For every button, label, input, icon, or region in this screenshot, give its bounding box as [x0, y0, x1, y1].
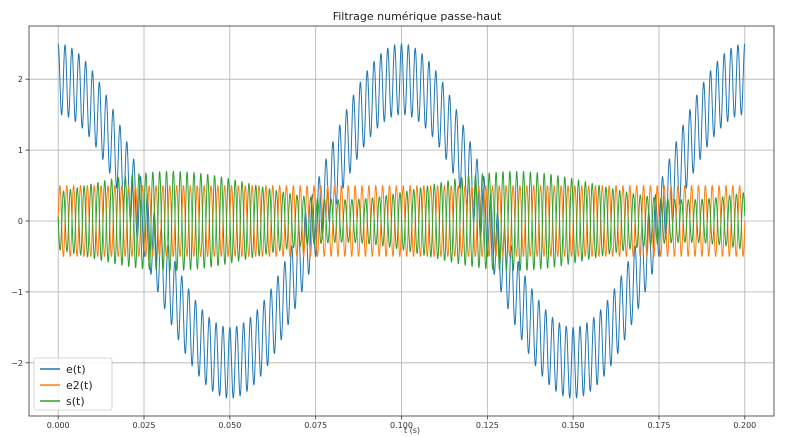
x-tick-label: 0.075: [304, 421, 327, 430]
y-tick-label: −2: [11, 359, 23, 368]
x-tick-label: 0.125: [476, 421, 499, 430]
series-layer: [57, 43, 746, 399]
x-tick-label: 0.000: [47, 421, 70, 430]
series-line-3: [57, 170, 746, 272]
x-axis: 0.000 0.025 0.050 0.075 0.100 0.125 0.150 0.175…: [47, 416, 756, 430]
legend: e(t) e2(t) s(t): [33, 357, 113, 411]
x-tick-label: 0.200: [733, 421, 756, 430]
x-tick-label: 0.050: [218, 421, 241, 430]
legend-label: e(t): [66, 363, 86, 376]
y-tick-label: 1: [18, 146, 23, 155]
legend-box: [33, 357, 113, 411]
y-tick-label: 2: [18, 75, 23, 84]
y-axis: −2 −1 0 1 2: [11, 75, 29, 368]
legend-label: s(t): [66, 395, 85, 408]
x-tick-label: 0.025: [133, 421, 156, 430]
legend-label: e2(t): [66, 379, 93, 392]
series-line-1: [57, 43, 746, 399]
y-tick-label: 0: [18, 217, 23, 226]
y-tick-label: −1: [11, 288, 23, 297]
x-tick-label: 0.175: [648, 421, 671, 430]
x-axis-label: t (s): [404, 426, 420, 435]
x-tick-label: 0.150: [562, 421, 585, 430]
chart-title: Filtrage numérique passe-haut: [333, 10, 502, 23]
x-tick-label: 0.100: [390, 421, 413, 430]
